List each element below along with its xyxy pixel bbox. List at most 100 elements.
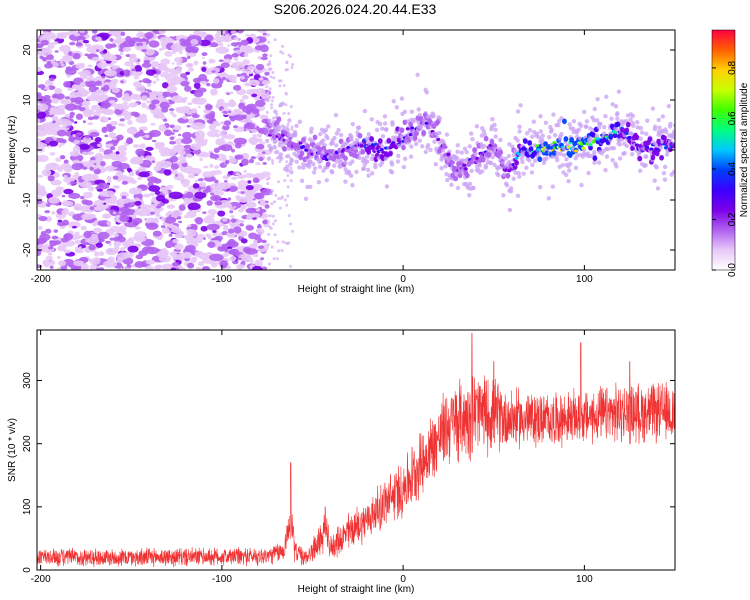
heatmap-cell: [163, 169, 172, 176]
heatmap-cell: [608, 133, 613, 137]
heatmap-cell: [514, 159, 519, 166]
heatmap-cell: [46, 61, 52, 66]
heatmap-cell: [269, 54, 273, 58]
heatmap-cell: [312, 166, 318, 171]
heatmap-cell: [592, 160, 597, 165]
heatmap-cell: [350, 159, 355, 164]
heatmap-cell: [56, 118, 71, 126]
heatmap-cell: [252, 265, 263, 270]
heatmap-cell: [531, 119, 537, 124]
heatmap-cell: [498, 137, 503, 143]
heatmap-cell: [239, 223, 245, 227]
heatmap-cell: [190, 39, 199, 45]
y-tick-label: -10: [22, 192, 33, 207]
heatmap-cell: [99, 116, 109, 123]
heatmap-cell: [80, 225, 87, 231]
heatmap-cell: [445, 177, 450, 183]
heatmap-cell: [350, 183, 355, 188]
heatmap-cell: [214, 201, 223, 206]
heatmap-cell: [255, 192, 265, 200]
heatmap-cell: [223, 120, 232, 126]
heatmap-cell: [609, 116, 614, 121]
heatmap-cell: [374, 127, 380, 133]
heatmap-cell: [559, 131, 564, 137]
heatmap-cell: [473, 151, 478, 157]
heatmap-cell: [656, 148, 661, 153]
heatmap-cell: [131, 68, 137, 72]
heatmap-cell: [216, 39, 223, 44]
heatmap-cell: [629, 152, 635, 157]
heatmap-cell: [274, 149, 280, 155]
heatmap-cell: [52, 120, 56, 124]
heatmap-cell: [203, 216, 215, 224]
snr-series-line: [37, 332, 675, 568]
heatmap-cell: [401, 144, 406, 151]
heatmap-cell: [273, 233, 277, 237]
heatmap-cell: [148, 40, 160, 48]
heatmap-cell: [143, 59, 150, 64]
heatmap-cell: [189, 167, 202, 175]
heatmap-cell: [137, 210, 148, 217]
heatmap-cell: [226, 231, 236, 238]
heatmap-cell: [252, 213, 261, 218]
heatmap-cell: [121, 195, 127, 200]
heatmap-cell: [469, 131, 474, 136]
heatmap-cell: [482, 143, 487, 149]
heatmap-cell: [276, 124, 281, 129]
heatmap-cell: [164, 50, 173, 57]
y-tick-label: 300: [22, 372, 33, 389]
heatmap-cell: [455, 149, 460, 155]
heatmap-cell: [649, 147, 654, 151]
heatmap-cell: [236, 73, 241, 77]
heatmap-cell: [511, 176, 516, 181]
heatmap-cell: [366, 173, 371, 178]
heatmap-cell: [252, 239, 258, 244]
heatmap-cell: [169, 239, 173, 243]
heatmap-cell: [40, 87, 45, 91]
heatmap-cell: [46, 54, 54, 60]
heatmap-cell: [271, 70, 275, 74]
heatmap-cell: [312, 134, 318, 141]
heatmap-cell: [166, 204, 176, 209]
heatmap-cell: [68, 221, 81, 229]
heatmap-cell: [200, 225, 208, 232]
heatmap-cell: [280, 248, 284, 252]
heatmap-cell: [276, 240, 280, 244]
heatmap-cell: [110, 85, 115, 89]
heatmap-cell: [146, 222, 159, 230]
heatmap-cell: [197, 100, 205, 105]
heatmap-cell: [56, 221, 66, 227]
heatmap-cell: [264, 85, 269, 89]
heatmap-cell: [72, 145, 81, 153]
heatmap-cell: [152, 230, 162, 237]
heatmap-cell: [595, 96, 600, 102]
heatmap-cell: [160, 186, 168, 192]
heatmap-cell: [228, 91, 234, 95]
heatmap-cell: [274, 219, 278, 223]
heatmap-cell: [628, 117, 633, 122]
heatmap-cell: [127, 119, 133, 126]
heatmap-cell: [57, 219, 63, 223]
heatmap-cell: [118, 225, 127, 231]
heatmap-cell: [202, 171, 214, 178]
heatmap-cell: [138, 31, 142, 34]
heatmap-cell: [230, 176, 238, 180]
heatmap-cell: [373, 162, 378, 167]
heatmap-cell: [171, 238, 180, 244]
heatmap-cell: [194, 130, 206, 138]
heatmap-cell: [507, 207, 513, 213]
heatmap-cell: [222, 253, 229, 257]
heatmap-cell: [273, 38, 277, 42]
heatmap-cell: [532, 158, 538, 163]
heatmap-cell: [41, 43, 45, 47]
heatmap-cell: [155, 194, 166, 202]
heatmap-cell: [272, 139, 277, 145]
heatmap-cell: [610, 157, 615, 163]
heatmap-cell: [91, 106, 96, 110]
heatmap-cell: [119, 118, 125, 122]
heatmap-cell: [477, 163, 482, 168]
heatmap-cell: [377, 121, 383, 127]
heatmap-cell: [57, 110, 66, 115]
heatmap-cell: [142, 246, 155, 254]
heatmap-cell: [152, 80, 157, 84]
